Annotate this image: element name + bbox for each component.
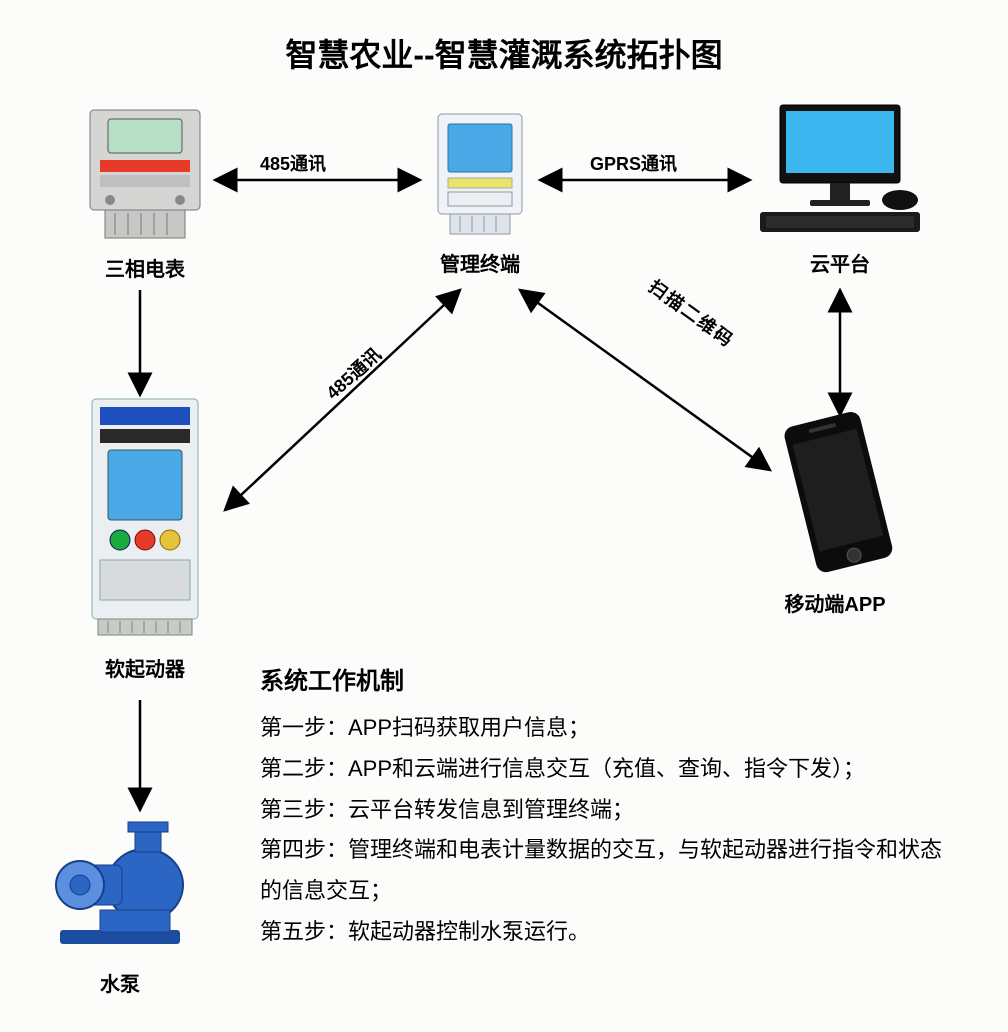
- edge-label-gprs: GPRS通讯: [590, 150, 677, 176]
- node-cloud: 云平台: [740, 100, 940, 277]
- mechanism-step: 第五步：软起动器控制水泵运行。: [260, 912, 960, 953]
- mobile-app-icon: [775, 410, 895, 580]
- mechanism-step: 第一步：APP扫码获取用户信息；: [260, 708, 960, 749]
- mechanism-step: 第三步：云平台转发信息到管理终端；: [260, 790, 960, 831]
- node-label: 移动端APP: [784, 588, 885, 617]
- mechanism-step: 第四步：管理终端和电表计量数据的交互，与软起动器进行指令和状态的信息交互；: [260, 830, 960, 911]
- mechanism-step: 第二步：APP和云端进行信息交互（充值、查询、指令下发）；: [260, 749, 960, 790]
- mechanism-heading: 系统工作机制: [260, 660, 960, 704]
- edge-label-485-1: 485通讯: [260, 150, 326, 176]
- node-softstart: 软起动器: [70, 395, 220, 682]
- node-label: 软起动器: [105, 653, 185, 682]
- page-title: 智慧农业--智慧灌溉系统拓扑图: [0, 0, 1008, 76]
- node-pump: 水泵: [30, 810, 210, 997]
- node-meter: 三相电表: [70, 105, 220, 282]
- edge-label-485-2: 485通讯: [320, 341, 386, 405]
- water-pump-icon: [40, 810, 200, 960]
- cloud-platform-icon: [750, 100, 930, 240]
- node-label: 云平台: [810, 248, 870, 277]
- mechanism-block: 系统工作机制 第一步：APP扫码获取用户信息； 第二步：APP和云端进行信息交互…: [260, 660, 960, 953]
- node-label: 三相电表: [105, 253, 185, 282]
- node-label: 管理终端: [440, 248, 520, 277]
- node-label: 水泵: [100, 968, 140, 997]
- node-terminal: 管理终端: [420, 110, 540, 277]
- node-phone: 移动端APP: [760, 410, 910, 617]
- three-phase-meter-icon: [80, 105, 210, 245]
- management-terminal-icon: [430, 110, 530, 240]
- soft-starter-icon: [80, 395, 210, 645]
- edge-label-qrcode: 扫描二维码: [644, 273, 740, 353]
